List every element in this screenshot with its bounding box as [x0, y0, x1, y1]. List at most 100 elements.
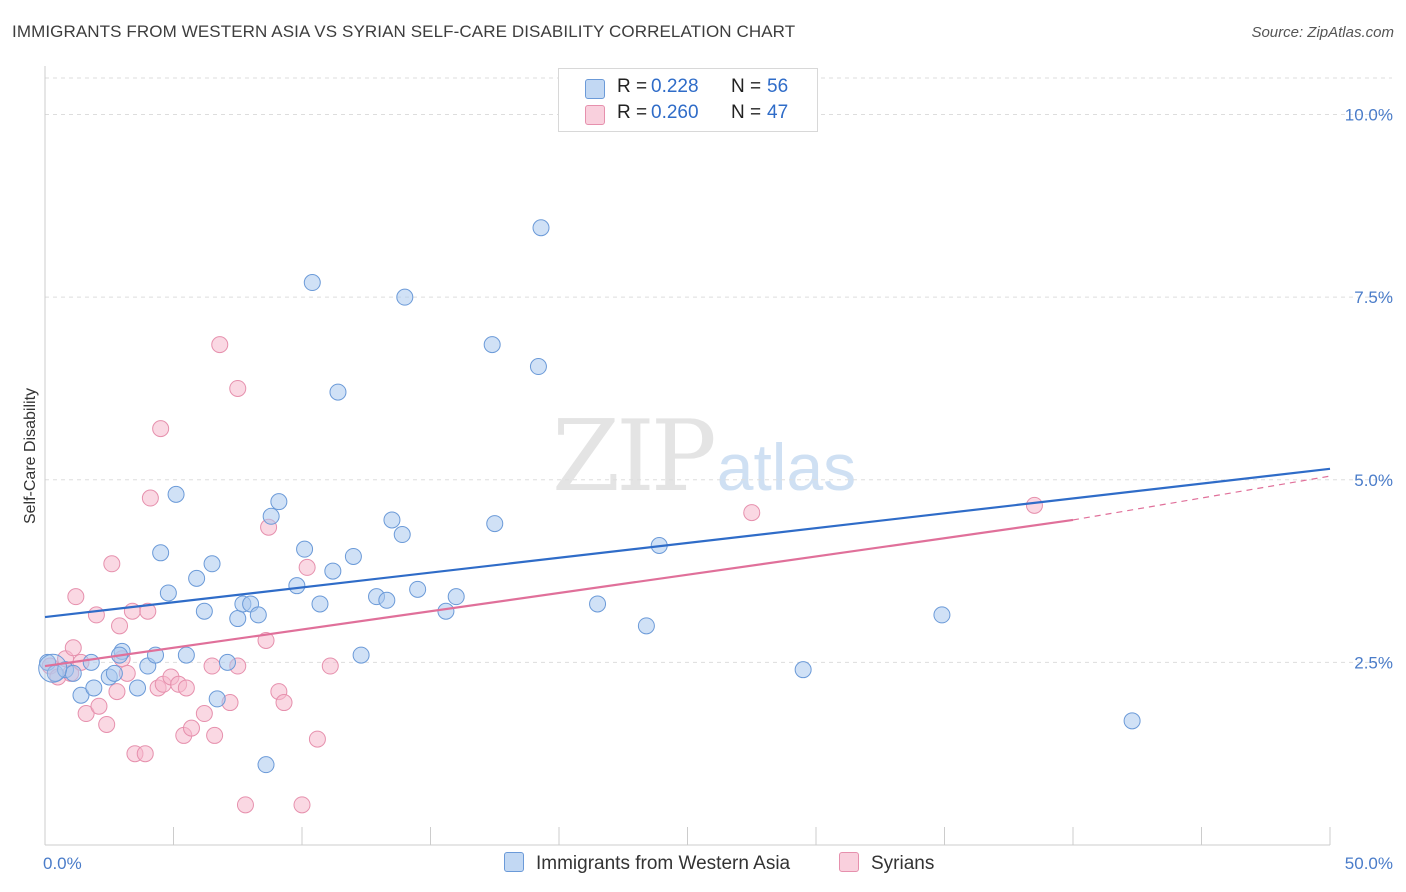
syrians-point	[195, 705, 213, 723]
r-label: R =	[617, 102, 648, 123]
western-asia-point	[72, 686, 90, 704]
axes	[44, 66, 1331, 846]
syrians-point	[236, 796, 254, 814]
r-value: 0.228	[651, 76, 699, 97]
stats-legend: R = 0.228 N = 56 R = 0.260 N = 47	[558, 68, 818, 132]
syrians-point	[87, 606, 105, 624]
x-tick-label: 50.0%	[1345, 854, 1393, 873]
r-value: 0.260	[651, 102, 699, 123]
syrians-point	[211, 336, 229, 354]
western-asia-point	[794, 661, 812, 679]
western-asia-points	[38, 219, 1141, 774]
syrians-point	[152, 420, 170, 438]
y-tick-label: 10.0%	[1345, 106, 1393, 125]
syrians-point	[108, 683, 126, 701]
western-asia-point	[529, 358, 547, 376]
pink-swatch	[585, 105, 605, 125]
n-value: 47	[767, 102, 789, 123]
western-asia-point	[38, 653, 68, 683]
western-asia-point	[311, 595, 329, 613]
y-tick-label: 7.5%	[1354, 288, 1393, 307]
western-asia-point	[270, 493, 288, 511]
western-asia-point	[195, 602, 213, 620]
chart-title: IMMIGRANTS FROM WESTERN ASIA VS SYRIAN S…	[12, 22, 796, 41]
y-tick-label: 5.0%	[1354, 471, 1393, 490]
syrians-point	[90, 697, 108, 715]
syrians-point	[77, 705, 95, 723]
syrians-point	[64, 639, 82, 657]
western-asia-point	[229, 610, 247, 628]
syrians-point	[103, 555, 121, 573]
syrians-point	[136, 745, 154, 763]
tick-labels: 2.5% 5.0% 7.5% 10.0% 0.0% 50.0%	[43, 106, 1393, 873]
western-asia-point	[396, 288, 414, 306]
western-asia-point	[378, 591, 396, 609]
western-asia-point	[257, 756, 275, 774]
trend-lines	[44, 467, 1331, 668]
western-asia-point	[188, 569, 206, 587]
western-asia-point	[203, 555, 221, 573]
watermark: ZIPatlas	[552, 400, 856, 514]
watermark-zip: ZIP	[552, 400, 717, 514]
x-tick-label: 0.0%	[43, 854, 82, 873]
western-asia-point	[329, 383, 347, 401]
legend-label-western-asia: Immigrants from Western Asia	[536, 853, 791, 874]
western-asia-point	[393, 526, 411, 544]
western-asia-point	[303, 274, 321, 292]
western-asia-point	[486, 515, 504, 533]
y-tick-label: 2.5%	[1354, 653, 1393, 672]
syrians-point	[308, 730, 326, 748]
syrians-point	[139, 602, 157, 620]
syrians-point	[293, 796, 311, 814]
syrians-point	[257, 631, 275, 649]
western-asia-point	[167, 485, 185, 503]
western-asia-point	[296, 540, 314, 558]
western-asia-point	[637, 617, 655, 635]
western-asia-point	[152, 544, 170, 562]
watermark-atlas: atlas	[716, 430, 857, 504]
blue-swatch	[504, 852, 524, 872]
western-asia-point	[64, 664, 82, 682]
western-asia-point	[85, 679, 103, 697]
syrians-point	[177, 679, 195, 697]
western-asia-point	[532, 219, 550, 237]
western-asia-point	[208, 690, 226, 708]
western-asia-trendline	[44, 467, 1331, 619]
syrians-point	[98, 715, 116, 733]
western-asia-point	[105, 664, 123, 682]
syrians-point	[1025, 496, 1043, 514]
syrians-point	[321, 657, 339, 675]
syrians-point	[743, 504, 761, 522]
n-value: 56	[767, 76, 789, 97]
n-label: N =	[731, 76, 762, 97]
western-asia-point	[82, 653, 100, 671]
blue-swatch	[585, 79, 605, 99]
syrians-point	[203, 657, 221, 675]
western-asia-point	[249, 606, 267, 624]
western-asia-point	[324, 562, 342, 580]
western-asia-point	[483, 336, 501, 354]
y-axis-label: Self-Care Disability	[22, 388, 39, 524]
western-asia-point	[409, 580, 427, 598]
syrians-point	[111, 617, 129, 635]
syrians-point	[67, 588, 85, 606]
grid-lines	[45, 77, 1392, 663]
western-asia-point	[352, 646, 370, 664]
syrians-point	[182, 719, 200, 737]
western-asia-point	[383, 511, 401, 529]
western-asia-point	[129, 679, 147, 697]
syrians-trendline	[44, 518, 1074, 668]
syrians-point	[206, 726, 224, 744]
western-asia-point	[1123, 712, 1141, 730]
western-asia-point	[344, 547, 362, 565]
syrians-point	[298, 558, 316, 576]
n-label: N =	[731, 102, 762, 123]
western-asia-point	[437, 602, 455, 620]
western-asia-point	[933, 606, 951, 624]
western-asia-point	[262, 507, 280, 525]
source-label: Source: ZipAtlas.com	[1251, 24, 1394, 41]
syrians-point	[141, 489, 159, 507]
legend-label-syrians: Syrians	[871, 853, 935, 874]
western-asia-point	[218, 653, 236, 671]
